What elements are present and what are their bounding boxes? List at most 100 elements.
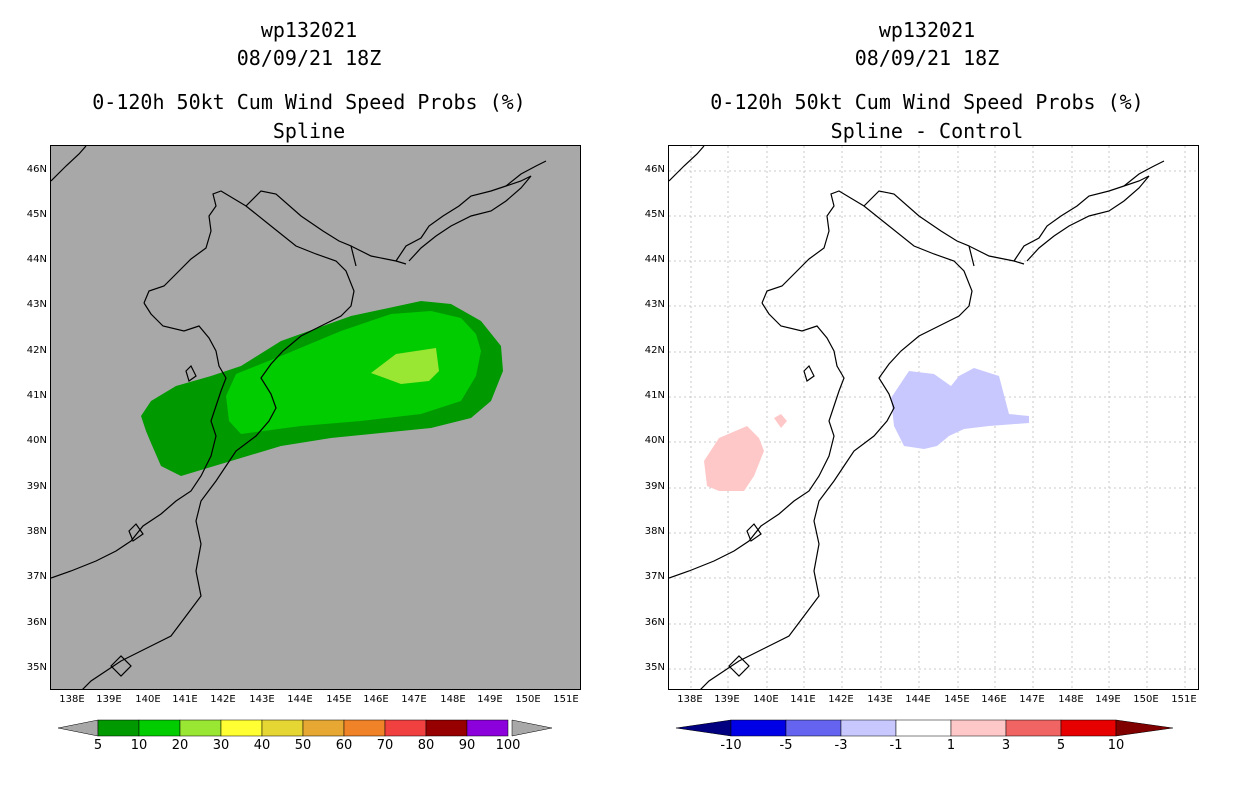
left-cbar-swatch <box>466 719 509 737</box>
left-cbar-label: 30 <box>212 738 230 753</box>
left-map <box>50 145 581 690</box>
right-panel: wp132021 08/09/21 18Z 0-120h 50kt Cum Wi… <box>618 0 1236 800</box>
diff-negative-blob <box>891 368 1029 449</box>
prob-band-10 <box>226 311 481 434</box>
lon-label: 140E <box>135 694 161 705</box>
lat-label: 44N <box>644 254 665 265</box>
right-gridlines <box>669 146 1198 689</box>
lon-label: 147E <box>1019 694 1045 705</box>
lat-label: 35N <box>644 662 665 673</box>
lat-label: 43N <box>26 299 47 310</box>
right-cbar-swatch <box>840 719 897 737</box>
lat-label: 44N <box>26 254 47 265</box>
lat-label: 42N <box>26 345 47 356</box>
left-cbar-swatch <box>179 719 222 737</box>
right-cbar-swatch <box>730 719 787 737</box>
lon-label: 139E <box>714 694 740 705</box>
right-cbar-label: 3 <box>1001 738 1011 753</box>
right-title-storm: wp132021 <box>878 18 976 42</box>
left-title-product: 0-120h 50kt Cum Wind Speed Probs (%) <box>92 90 526 114</box>
lon-label: 147E <box>401 694 427 705</box>
lon-label: 151E <box>1171 694 1197 705</box>
left-cbar-label: 80 <box>417 738 435 753</box>
left-cbar-label: 40 <box>253 738 271 753</box>
lat-label: 37N <box>644 571 665 582</box>
right-cbar-label: 10 <box>1107 738 1125 753</box>
left-cbar-swatch <box>302 719 345 737</box>
lon-label: 150E <box>1133 694 1159 705</box>
left-cbar-arrow-right <box>511 719 553 737</box>
left-cbar-swatch <box>384 719 427 737</box>
diff-positive-blob-west <box>704 426 764 491</box>
lon-label: 151E <box>553 694 579 705</box>
right-cbar-label: -5 <box>779 738 793 753</box>
lat-label: 43N <box>644 299 665 310</box>
right-cbar-arrow-left <box>675 719 732 737</box>
right-title-method: Spline - Control <box>830 119 1024 143</box>
left-cbar-label: 90 <box>458 738 476 753</box>
lat-label: 42N <box>644 345 665 356</box>
lat-label: 45N <box>644 209 665 220</box>
lat-label: 40N <box>26 435 47 446</box>
left-cbar-swatch <box>343 719 386 737</box>
right-cbar-label: -3 <box>834 738 848 753</box>
left-cbar-swatch <box>261 719 304 737</box>
right-cbar-swatch <box>950 719 1007 737</box>
lat-label: 38N <box>26 526 47 537</box>
lon-label: 142E <box>828 694 854 705</box>
lat-label: 37N <box>26 571 47 582</box>
lon-label: 145E <box>944 694 970 705</box>
left-cbar-label: 60 <box>335 738 353 753</box>
left-colorbar <box>57 719 553 737</box>
left-cbar-swatches <box>97 719 509 737</box>
left-cbar-swatch <box>138 719 181 737</box>
lon-label: 145E <box>326 694 352 705</box>
lat-label: 36N <box>26 617 47 628</box>
lat-label: 46N <box>26 164 47 175</box>
right-cbar-label: 5 <box>1056 738 1066 753</box>
lat-label: 39N <box>26 481 47 492</box>
right-cbar-swatch <box>785 719 842 737</box>
right-title-product: 0-120h 50kt Cum Wind Speed Probs (%) <box>710 90 1144 114</box>
diff-positive-blob-small <box>774 414 787 428</box>
left-map-svg <box>51 146 547 689</box>
left-cbar-label: 5 <box>93 738 103 753</box>
lat-label: 41N <box>644 390 665 401</box>
right-cbar-swatches <box>675 719 1174 737</box>
lat-label: 38N <box>644 526 665 537</box>
lon-label: 138E <box>677 694 703 705</box>
right-cbar-swatch <box>1060 719 1117 737</box>
lon-label: 139E <box>96 694 122 705</box>
lat-label: 45N <box>26 209 47 220</box>
prob-band-20 <box>371 348 439 384</box>
left-cbar-arrow-left <box>57 719 99 737</box>
lon-label: 138E <box>59 694 85 705</box>
lon-label: 143E <box>867 694 893 705</box>
lon-label: 146E <box>363 694 389 705</box>
left-cbar-label: 10 <box>130 738 148 753</box>
left-cbar-swatch <box>97 719 140 737</box>
right-cbar-label: 1 <box>946 738 956 753</box>
lon-label: 141E <box>790 694 816 705</box>
right-cbar-swatch <box>895 719 952 737</box>
lon-label: 148E <box>1058 694 1084 705</box>
left-panel: wp132021 08/09/21 18Z 0-120h 50kt Cum Wi… <box>26 18 581 753</box>
lat-label: 36N <box>644 617 665 628</box>
lon-label: 144E <box>287 694 313 705</box>
lon-label: 150E <box>515 694 541 705</box>
lon-label: 141E <box>172 694 198 705</box>
right-cbar-swatch <box>1005 719 1062 737</box>
lat-label: 39N <box>644 481 665 492</box>
right-map <box>668 145 1199 690</box>
right-title-date: 08/09/21 18Z <box>854 46 1000 70</box>
lon-label: 144E <box>905 694 931 705</box>
lon-label: 143E <box>249 694 275 705</box>
lon-label: 148E <box>440 694 466 705</box>
right-coastline <box>669 146 1165 689</box>
lat-label: 41N <box>26 390 47 401</box>
left-cbar-label: 100 <box>495 738 521 753</box>
lat-label: 46N <box>644 164 665 175</box>
lon-label: 142E <box>210 694 236 705</box>
left-cbar-label: 20 <box>171 738 189 753</box>
lon-label: 146E <box>981 694 1007 705</box>
